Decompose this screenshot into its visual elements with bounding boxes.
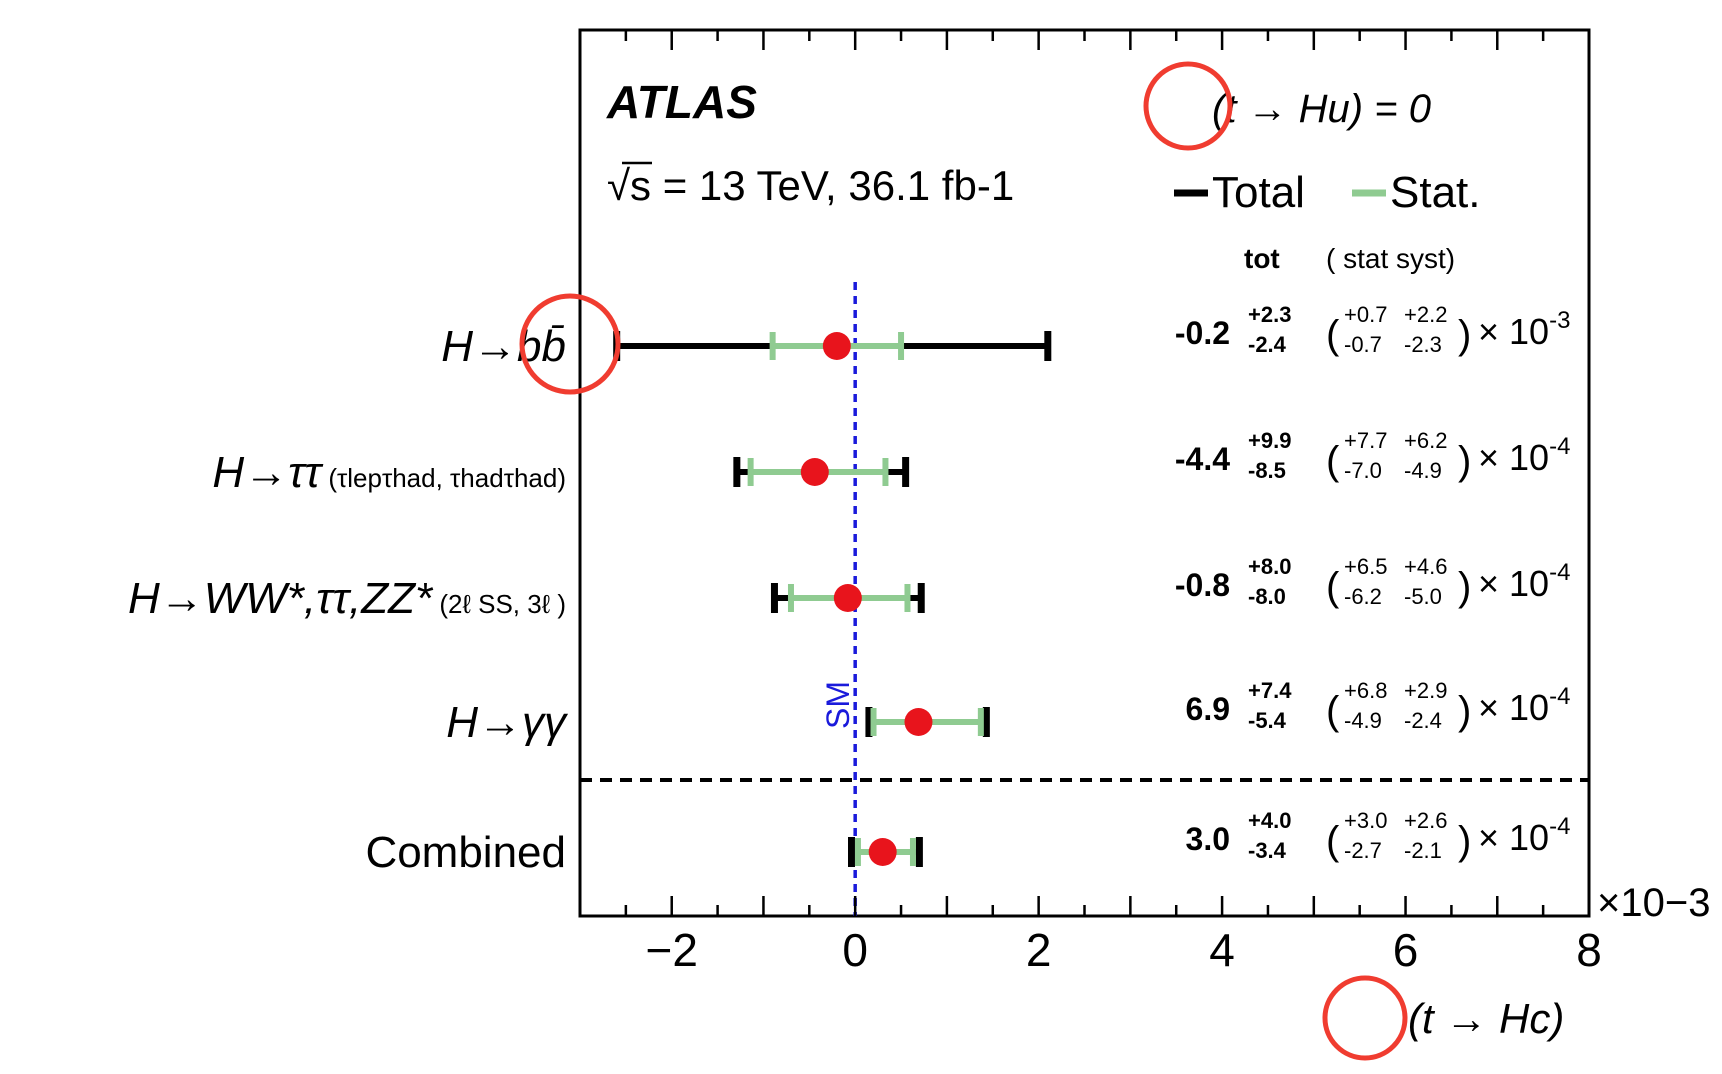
- tot-up: +7.4: [1248, 678, 1292, 703]
- condition-label: (t → Hu) = 0: [1212, 87, 1431, 131]
- header-stat-syst: ( stat syst): [1326, 243, 1455, 274]
- central-value: -4.4: [1175, 441, 1230, 477]
- unit-label: × 10-4: [1478, 683, 1570, 728]
- x-multiplier: ×10−3: [1597, 881, 1710, 925]
- stat-up: +6.8: [1344, 678, 1387, 703]
- legend-stat-label: Stat.: [1390, 168, 1481, 217]
- stat-dn: -4.9: [1344, 708, 1382, 733]
- data-point: [868, 838, 897, 866]
- tot-up: +9.9: [1248, 428, 1291, 453]
- x-tick-label: 0: [842, 924, 868, 976]
- data-row: H→γγ 6.9 +7.4 -5.4 (+6.8 -4.9 +2.9 -2.4) × 10-4: [446, 678, 1570, 747]
- central-value: 6.9: [1186, 691, 1230, 727]
- stat-dn: -2.7: [1344, 838, 1382, 863]
- x-tick-label: 2: [1026, 924, 1052, 976]
- stat-up: +6.5: [1344, 554, 1387, 579]
- syst-dn: -2.3: [1404, 332, 1442, 357]
- tot-up: +4.0: [1248, 808, 1291, 833]
- syst-up: +2.2: [1404, 302, 1447, 327]
- syst-dn: -2.4: [1404, 708, 1442, 733]
- row-label: H→WW*,ττ,ZZ* (2ℓ SS, 3ℓ ): [128, 574, 566, 623]
- paren-open: (: [1326, 819, 1340, 863]
- data-row: Combined 3.0 +4.0 -3.4 (+3.0 -2.7 +2.6 -2.1) × 1…: [365, 808, 1570, 877]
- x-tick-label: 4: [1209, 924, 1235, 976]
- data-point: [904, 708, 933, 736]
- data-row: H→ττ (τlepτhad, τhadτhad) -4.4 +9.9 -8.5 (+7…: [212, 428, 1570, 497]
- unit-label: × 10-4: [1478, 559, 1570, 604]
- stat-dn: -0.7: [1344, 332, 1382, 357]
- row-label: H→γγ: [446, 698, 569, 747]
- tot-dn: -2.4: [1248, 332, 1287, 357]
- energy-label: √s = 13 TeV, 36.1 fb-1: [607, 162, 1014, 209]
- annotation-circle: [519, 293, 621, 395]
- data-point: [800, 458, 829, 486]
- tot-up: +2.3: [1248, 302, 1291, 327]
- central-value: 3.0: [1186, 821, 1230, 857]
- x-axis-label: (t → Hc): [1408, 995, 1564, 1042]
- condition-text: (t → Hu) = 0: [1212, 87, 1431, 131]
- x-tick-label: 6: [1393, 924, 1419, 976]
- tot-up: +8.0: [1248, 554, 1291, 579]
- central-value: -0.2: [1175, 315, 1230, 351]
- x-tick-label: −2: [646, 924, 698, 976]
- stat-up: +7.7: [1344, 428, 1387, 453]
- annotation-circle: [1322, 975, 1408, 1061]
- stat-dn: -6.2: [1344, 584, 1382, 609]
- syst-dn: -5.0: [1404, 584, 1442, 609]
- paren-open: (: [1326, 565, 1340, 609]
- data-point: [822, 332, 851, 360]
- tot-dn: -8.0: [1248, 584, 1286, 609]
- syst-dn: -4.9: [1404, 458, 1442, 483]
- stat-dn: -7.0: [1344, 458, 1382, 483]
- paren-open: (: [1326, 313, 1340, 357]
- legend-total-label: Total: [1212, 168, 1305, 217]
- syst-up: +2.6: [1404, 808, 1447, 833]
- data-point: [833, 584, 862, 612]
- paren-close: ): [1458, 689, 1471, 733]
- central-value: -0.8: [1175, 567, 1230, 603]
- paren-open: (: [1326, 689, 1340, 733]
- tot-dn: -5.4: [1248, 708, 1287, 733]
- paren-close: ): [1458, 819, 1471, 863]
- tot-dn: -3.4: [1248, 838, 1287, 863]
- syst-up: +6.2: [1404, 428, 1447, 453]
- stat-up: +3.0: [1344, 808, 1387, 833]
- row-label: H→ττ (τlepτhad, τhadτhad): [212, 448, 566, 497]
- data-row: H→WW*,ττ,ZZ* (2ℓ SS, 3ℓ ) -0.8 +8.0 -8.0 (+6…: [128, 554, 1570, 623]
- stat-up: +0.7: [1344, 302, 1387, 327]
- paren-close: ): [1458, 313, 1471, 357]
- unit-label: × 10-4: [1478, 813, 1570, 858]
- x-axis: −2 0 2 4 6 8: [578, 30, 1602, 976]
- paren-close: ): [1458, 565, 1471, 609]
- tot-dn: -8.5: [1248, 458, 1286, 483]
- data-row: H→bb̄ -0.2 +2.3 -2.4 (+0.7 -0.7 +2.2 -2.3) × 10-…: [441, 302, 1570, 371]
- sm-label: SM: [820, 681, 856, 729]
- unit-label: × 10-4: [1478, 433, 1570, 478]
- atlas-title: ATLAS: [606, 76, 757, 128]
- data-rows: H→bb̄ -0.2+2.3-2.4(+0.7-0.7+2.2-2.3) × 10-…: [128, 302, 1570, 877]
- x-tick-label: 8: [1576, 924, 1602, 976]
- unit-label: × 10-3: [1478, 307, 1570, 352]
- syst-dn: -2.1: [1404, 838, 1442, 863]
- header-tot: tot: [1244, 243, 1280, 274]
- annotation-circle: [1143, 61, 1233, 151]
- paren-open: (: [1326, 439, 1340, 483]
- paren-close: ): [1458, 439, 1471, 483]
- row-label: H→bb̄: [441, 322, 566, 371]
- syst-up: +4.6: [1404, 554, 1447, 579]
- syst-up: +2.9: [1404, 678, 1447, 703]
- row-label: Combined: [365, 828, 566, 877]
